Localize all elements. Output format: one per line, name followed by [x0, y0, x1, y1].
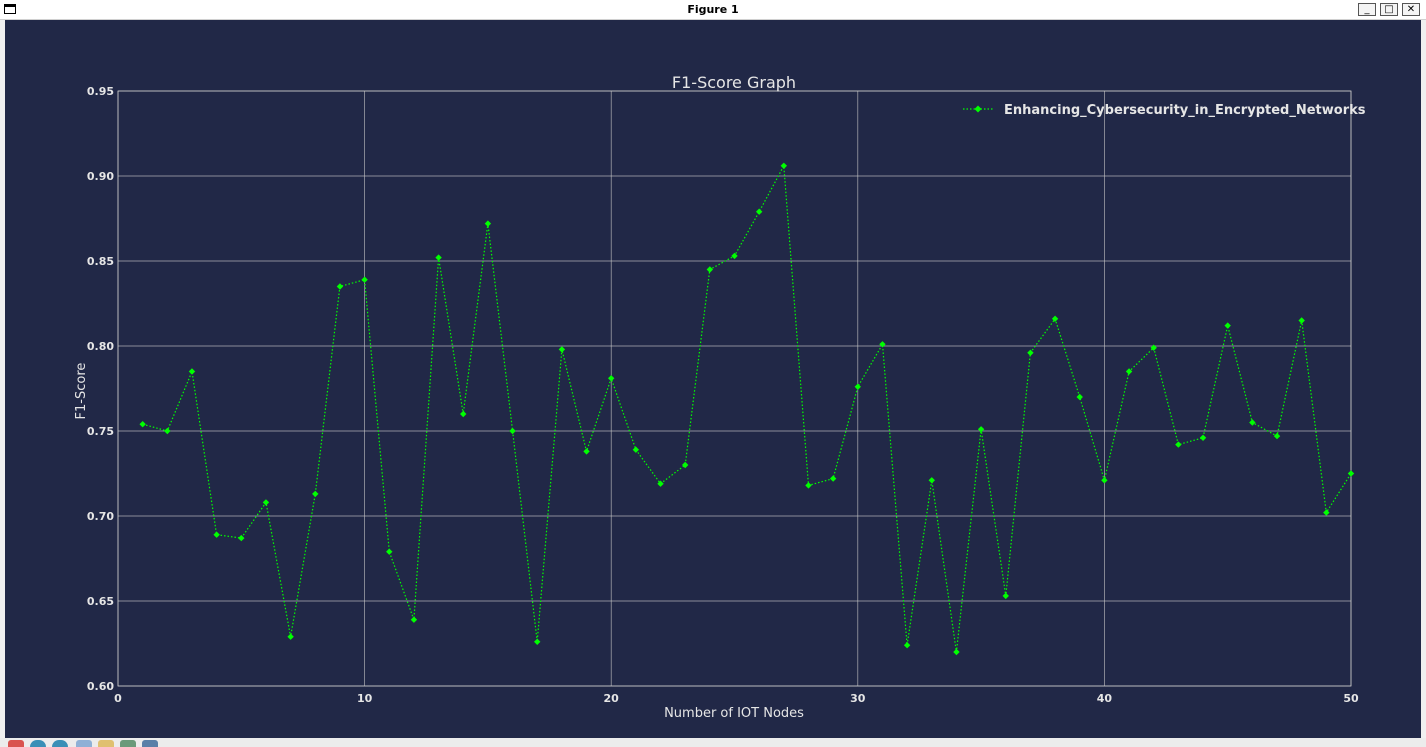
data-point [361, 276, 368, 283]
data-point [632, 446, 640, 453]
data-point [1027, 349, 1034, 356]
data-point [1125, 368, 1133, 375]
data-point [238, 534, 245, 542]
data-point [608, 375, 615, 382]
data-point [1224, 322, 1231, 329]
data-point [509, 427, 516, 435]
series-line [142, 163, 1352, 653]
data-point [287, 633, 294, 640]
window-titlebar: Figure 1 _ □ ✕ [0, 0, 1426, 20]
data-point [1076, 393, 1083, 401]
forward-icon[interactable] [52, 740, 68, 747]
data-point [262, 499, 270, 506]
legend-series-label: Enhancing_Cybersecurity_in_Encrypted_Net… [1004, 103, 1366, 118]
x-tick-label: 20 [604, 692, 620, 705]
legend: Enhancing_Cybersecurity_in_Encrypted_Net… [963, 103, 1366, 118]
chart-title: F1-Score Graph [672, 73, 796, 92]
data-point [903, 642, 911, 649]
data-point [1051, 315, 1059, 322]
data-point [706, 266, 714, 273]
data-point [213, 531, 220, 538]
x-tick-label: 30 [850, 692, 866, 705]
data-point [953, 648, 960, 656]
data-point [435, 254, 442, 261]
series-layer [139, 162, 1355, 656]
back-icon[interactable] [30, 740, 46, 747]
data-point [854, 383, 861, 390]
data-point [1150, 344, 1157, 351]
data-point [386, 548, 393, 555]
axes-layer: 0 10 20 30 40 50 0.60 0.65 0.70 0.75 0.80 0.85 0.90 0… [87, 85, 1359, 705]
f1-score-chart: 0 10 20 30 40 50 0.60 0.65 0.70 0.75 0.80 0.85 0.90 0… [74, 73, 1366, 721]
data-point [928, 477, 935, 484]
legend-marker-swatch [974, 105, 982, 113]
y-tick-label: 0.95 [87, 85, 114, 98]
data-point [1002, 592, 1009, 600]
x-axis-label: Number of IOT Nodes [664, 706, 804, 721]
y-axis-label: F1-Score [74, 363, 89, 420]
data-point [336, 283, 344, 290]
data-point [410, 616, 418, 623]
data-point [805, 482, 812, 489]
data-point [1347, 470, 1355, 477]
data-point [1323, 509, 1330, 516]
data-point [657, 480, 664, 487]
home-icon[interactable] [8, 740, 24, 747]
x-tick-label: 0 [114, 692, 122, 705]
data-point [583, 448, 590, 455]
data-point [1298, 317, 1305, 324]
data-point [558, 346, 566, 353]
y-tick-label: 0.90 [87, 170, 114, 183]
data-point [780, 162, 788, 169]
data-point [977, 426, 985, 433]
data-point [312, 490, 319, 498]
data-point [1199, 434, 1207, 441]
figure-canvas: 0 10 20 30 40 50 0.60 0.65 0.70 0.75 0.80 0.85 0.90 0… [5, 20, 1421, 738]
x-tick-label: 40 [1097, 692, 1113, 705]
close-button[interactable]: ✕ [1402, 3, 1420, 16]
figure-toolbar [0, 738, 1426, 747]
data-point [731, 252, 738, 260]
data-point [484, 220, 492, 227]
y-tick-label: 0.85 [87, 255, 114, 268]
data-point [1273, 432, 1281, 440]
data-point [879, 341, 886, 348]
zoom-icon[interactable] [98, 740, 114, 747]
data-point [139, 421, 146, 428]
y-tick-label: 0.70 [87, 510, 114, 523]
save-icon[interactable] [142, 740, 158, 747]
data-point [188, 368, 196, 375]
maximize-button[interactable]: □ [1380, 3, 1398, 16]
window-title: Figure 1 [687, 3, 739, 16]
x-tick-label: 50 [1343, 692, 1359, 705]
pan-icon[interactable] [76, 740, 92, 747]
data-point [1101, 477, 1108, 484]
data-point [1249, 419, 1256, 426]
figure-frame: 0 10 20 30 40 50 0.60 0.65 0.70 0.75 0.80 0.85 0.90 0… [0, 20, 1426, 738]
data-point [829, 475, 837, 482]
data-point [164, 427, 171, 435]
configure-icon[interactable] [120, 740, 136, 747]
window-app-icon [4, 4, 16, 14]
y-tick-label: 0.80 [87, 340, 114, 353]
data-point [534, 638, 541, 645]
data-point [681, 461, 689, 469]
minimize-button[interactable]: _ [1358, 3, 1376, 16]
y-tick-label: 0.75 [87, 425, 114, 438]
y-tick-label: 0.65 [87, 595, 114, 608]
x-tick-label: 10 [357, 692, 373, 705]
plot-frame [117, 90, 1352, 687]
grid-layer [117, 90, 1352, 687]
y-tick-label: 0.60 [87, 680, 114, 693]
data-point [460, 410, 467, 418]
data-point [755, 208, 763, 215]
data-point [1175, 441, 1182, 448]
